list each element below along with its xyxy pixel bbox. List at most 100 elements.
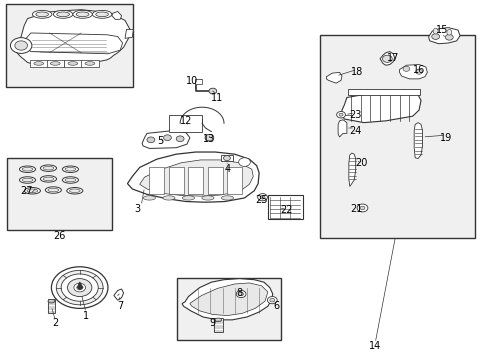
Circle shape bbox=[163, 135, 171, 140]
Bar bbox=[188, 167, 203, 194]
Ellipse shape bbox=[43, 177, 54, 181]
Ellipse shape bbox=[92, 10, 112, 18]
Circle shape bbox=[445, 35, 452, 40]
Bar bbox=[46, 60, 64, 67]
Ellipse shape bbox=[96, 12, 108, 17]
Circle shape bbox=[415, 69, 422, 74]
Circle shape bbox=[402, 66, 409, 71]
Circle shape bbox=[257, 194, 267, 201]
Bar bbox=[149, 167, 163, 194]
Polygon shape bbox=[341, 92, 420, 123]
Circle shape bbox=[147, 137, 155, 143]
Bar bbox=[6, 158, 112, 230]
Circle shape bbox=[77, 285, 82, 290]
Ellipse shape bbox=[62, 177, 78, 183]
Ellipse shape bbox=[50, 62, 60, 65]
Circle shape bbox=[359, 206, 364, 210]
Text: 20: 20 bbox=[355, 158, 367, 168]
Ellipse shape bbox=[41, 176, 57, 182]
Polygon shape bbox=[114, 289, 123, 300]
Bar bbox=[168, 167, 183, 194]
Ellipse shape bbox=[69, 189, 80, 193]
Ellipse shape bbox=[62, 166, 78, 172]
Polygon shape bbox=[428, 28, 459, 44]
Ellipse shape bbox=[43, 166, 54, 170]
Polygon shape bbox=[112, 12, 122, 19]
Circle shape bbox=[238, 292, 243, 296]
Polygon shape bbox=[14, 10, 130, 66]
Bar bbox=[177, 278, 281, 339]
Ellipse shape bbox=[65, 167, 76, 171]
Circle shape bbox=[208, 88, 216, 94]
Bar bbox=[347, 89, 419, 95]
Circle shape bbox=[267, 297, 277, 304]
Circle shape bbox=[67, 279, 92, 297]
Ellipse shape bbox=[65, 178, 76, 182]
Ellipse shape bbox=[446, 30, 451, 35]
Circle shape bbox=[338, 113, 342, 116]
Circle shape bbox=[236, 291, 245, 298]
Text: 3: 3 bbox=[134, 204, 140, 214]
Ellipse shape bbox=[202, 196, 214, 200]
Polygon shape bbox=[194, 79, 201, 84]
Ellipse shape bbox=[22, 167, 33, 171]
Bar bbox=[81, 60, 99, 67]
Bar bbox=[221, 155, 233, 161]
Ellipse shape bbox=[20, 166, 36, 172]
Text: 16: 16 bbox=[412, 64, 425, 75]
Circle shape bbox=[336, 112, 345, 118]
Ellipse shape bbox=[32, 10, 52, 18]
Text: 21: 21 bbox=[350, 204, 362, 215]
Ellipse shape bbox=[57, 12, 69, 17]
Circle shape bbox=[431, 34, 439, 40]
Ellipse shape bbox=[41, 165, 57, 171]
Ellipse shape bbox=[432, 28, 437, 34]
Circle shape bbox=[260, 195, 264, 199]
Text: 11: 11 bbox=[210, 93, 223, 103]
Circle shape bbox=[223, 156, 230, 161]
Ellipse shape bbox=[143, 196, 155, 200]
Text: 14: 14 bbox=[368, 341, 381, 351]
Text: 2: 2 bbox=[52, 319, 58, 328]
Ellipse shape bbox=[53, 10, 73, 18]
Text: 7: 7 bbox=[117, 301, 123, 311]
Circle shape bbox=[61, 274, 98, 301]
Ellipse shape bbox=[24, 188, 41, 194]
Text: 17: 17 bbox=[386, 53, 399, 63]
Text: 23: 23 bbox=[348, 111, 361, 121]
Ellipse shape bbox=[73, 10, 92, 18]
Text: 9: 9 bbox=[209, 319, 215, 328]
Circle shape bbox=[74, 283, 85, 292]
Text: 10: 10 bbox=[186, 76, 198, 86]
Circle shape bbox=[176, 136, 183, 141]
Ellipse shape bbox=[48, 188, 59, 192]
Ellipse shape bbox=[27, 189, 38, 193]
Ellipse shape bbox=[182, 196, 194, 200]
Text: 13: 13 bbox=[203, 134, 215, 144]
Circle shape bbox=[51, 267, 108, 309]
Ellipse shape bbox=[20, 177, 36, 183]
Polygon shape bbox=[413, 123, 422, 158]
Ellipse shape bbox=[214, 318, 221, 321]
Text: 5: 5 bbox=[157, 136, 163, 145]
Polygon shape bbox=[78, 282, 82, 289]
Text: 19: 19 bbox=[439, 133, 451, 143]
Polygon shape bbox=[26, 33, 122, 54]
Circle shape bbox=[15, 41, 27, 50]
Ellipse shape bbox=[45, 187, 61, 193]
Bar bbox=[320, 35, 474, 238]
Text: 27: 27 bbox=[20, 186, 32, 197]
Polygon shape bbox=[348, 153, 355, 186]
Text: 15: 15 bbox=[435, 25, 447, 35]
Ellipse shape bbox=[34, 62, 43, 65]
Polygon shape bbox=[142, 131, 189, 148]
Text: 26: 26 bbox=[53, 231, 65, 240]
Text: 24: 24 bbox=[348, 126, 361, 135]
Text: 8: 8 bbox=[236, 288, 242, 298]
Text: 1: 1 bbox=[83, 311, 89, 321]
Ellipse shape bbox=[85, 62, 95, 65]
Ellipse shape bbox=[22, 178, 33, 182]
Text: 22: 22 bbox=[280, 206, 293, 216]
Polygon shape bbox=[189, 283, 267, 316]
Ellipse shape bbox=[163, 196, 175, 200]
